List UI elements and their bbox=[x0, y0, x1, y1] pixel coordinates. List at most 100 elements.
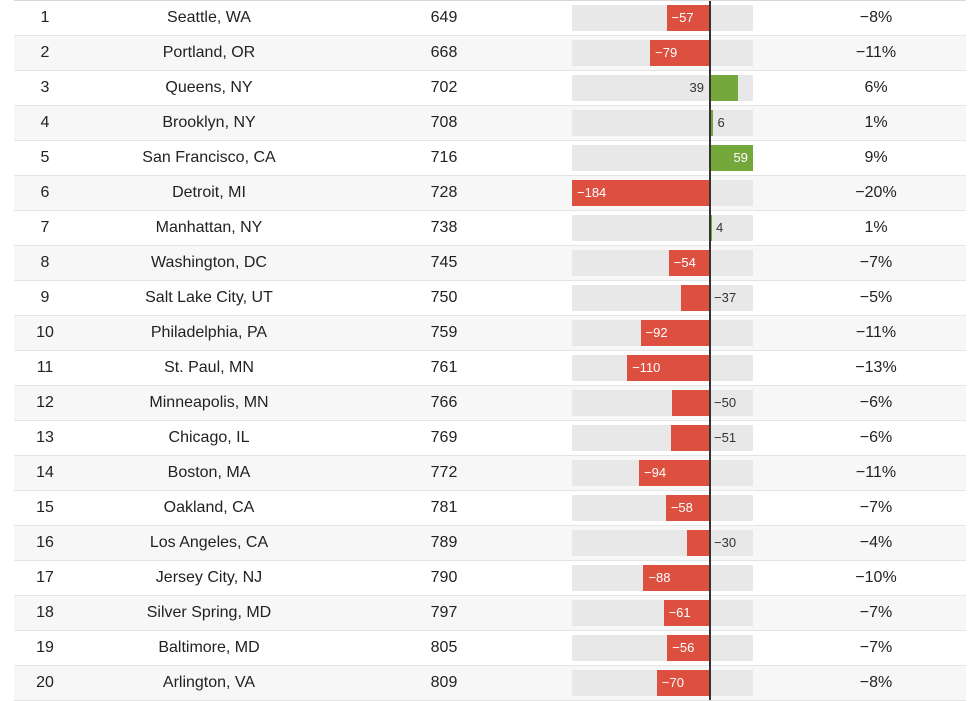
change-pct-cell: −20% bbox=[855, 184, 897, 201]
score-cell: 668 bbox=[430, 44, 458, 61]
bar-track bbox=[572, 5, 753, 31]
table-row: 15 Oakland, CA 781 −7% −58 bbox=[14, 491, 966, 526]
change-label: 39 bbox=[689, 80, 704, 95]
negative-change-bar bbox=[667, 635, 709, 661]
city-cell: Washington, DC bbox=[151, 254, 267, 271]
score-cell: 809 bbox=[430, 674, 458, 691]
rank-cell: 10 bbox=[36, 324, 54, 341]
bar-track bbox=[572, 600, 753, 626]
negative-change-bar bbox=[643, 565, 709, 591]
score-cell: 790 bbox=[430, 569, 458, 586]
table-row: 17 Jersey City, NJ 790 −10% −88 bbox=[14, 561, 966, 596]
rank-cell: 20 bbox=[36, 674, 54, 691]
negative-change-bar bbox=[650, 40, 709, 66]
bar-track bbox=[572, 425, 753, 451]
negative-change-bar bbox=[668, 250, 709, 276]
negative-change-bar bbox=[665, 495, 709, 521]
city-cell: Oakland, CA bbox=[163, 499, 255, 516]
rank-cell: 5 bbox=[40, 149, 50, 166]
city-cell: St. Paul, MN bbox=[164, 359, 254, 376]
city-cell: Salt Lake City, UT bbox=[145, 289, 273, 306]
change-pct-cell: 6% bbox=[864, 79, 888, 96]
city-cell: Queens, NY bbox=[165, 79, 253, 96]
ranking-table: 1 Seattle, WA 649 −8% −57 2 Portland, OR 668 −11… bbox=[14, 0, 966, 701]
negative-change-bar bbox=[640, 320, 709, 346]
score-cell: 769 bbox=[430, 429, 458, 446]
city-cell: Manhattan, NY bbox=[155, 219, 263, 236]
rank-cell: 8 bbox=[40, 254, 50, 271]
rank-cell: 2 bbox=[40, 44, 50, 61]
rank-cell: 15 bbox=[36, 499, 54, 516]
change-pct-cell: −7% bbox=[859, 499, 893, 516]
city-cell: San Francisco, CA bbox=[142, 149, 276, 166]
zero-line bbox=[709, 1, 711, 700]
city-cell: Boston, MA bbox=[167, 464, 251, 481]
rank-cell: 16 bbox=[36, 534, 54, 551]
positive-change-bar bbox=[709, 110, 714, 136]
table-row: 11 St. Paul, MN 761 −13% −110 bbox=[14, 351, 966, 386]
change-pct-cell: −8% bbox=[859, 9, 893, 26]
table-row: 8 Washington, DC 745 −7% −54 bbox=[14, 246, 966, 281]
rank-cell: 9 bbox=[40, 289, 50, 306]
table-row: 2 Portland, OR 668 −11% −79 bbox=[14, 36, 966, 71]
table-row: 19 Baltimore, MD 805 −7% −56 bbox=[14, 631, 966, 666]
change-label: −79 bbox=[655, 45, 678, 60]
score-cell: 759 bbox=[430, 324, 458, 341]
rank-cell: 14 bbox=[36, 464, 54, 481]
score-cell: 702 bbox=[430, 79, 458, 96]
change-pct-cell: 1% bbox=[864, 219, 888, 236]
rank-cell: 3 bbox=[40, 79, 50, 96]
city-cell: Baltimore, MD bbox=[158, 639, 260, 656]
score-cell: 738 bbox=[430, 219, 458, 236]
change-pct-cell: −4% bbox=[859, 534, 893, 551]
change-label: −51 bbox=[714, 430, 737, 445]
score-cell: 728 bbox=[430, 184, 458, 201]
bar-track bbox=[572, 390, 753, 416]
change-pct-cell: −6% bbox=[859, 394, 893, 411]
bar-track bbox=[572, 110, 753, 136]
change-label: −70 bbox=[661, 675, 684, 690]
table-row: 14 Boston, MA 772 −11% −94 bbox=[14, 456, 966, 491]
change-label: −110 bbox=[632, 360, 661, 375]
change-pct-cell: 9% bbox=[864, 149, 888, 166]
change-label: −88 bbox=[648, 570, 671, 585]
change-label: 59 bbox=[733, 150, 748, 165]
bar-track bbox=[572, 215, 753, 241]
table-row: 3 Queens, NY 702 6% 39 bbox=[14, 71, 966, 106]
city-cell: Portland, OR bbox=[162, 44, 256, 61]
score-cell: 766 bbox=[430, 394, 458, 411]
negative-change-bar bbox=[671, 390, 709, 416]
change-pct-cell: −11% bbox=[855, 44, 897, 61]
table-row: 20 Arlington, VA 809 −8% −70 bbox=[14, 666, 966, 701]
negative-change-bar bbox=[686, 530, 709, 556]
table-row: 10 Philadelphia, PA 759 −11% −92 bbox=[14, 316, 966, 351]
table-row: 18 Silver Spring, MD 797 −7% −61 bbox=[14, 596, 966, 631]
rank-cell: 6 bbox=[40, 184, 50, 201]
change-pct-cell: 1% bbox=[864, 114, 888, 131]
table-row: 9 Salt Lake City, UT 750 −5% −37 bbox=[14, 281, 966, 316]
city-cell: Jersey City, NJ bbox=[155, 569, 263, 586]
rank-cell: 12 bbox=[36, 394, 54, 411]
change-label: −94 bbox=[644, 465, 667, 480]
negative-change-bar bbox=[627, 355, 709, 381]
bar-track bbox=[572, 635, 753, 661]
change-label: −61 bbox=[668, 605, 691, 620]
city-cell: Arlington, VA bbox=[162, 674, 256, 691]
table-row: 1 Seattle, WA 649 −8% −57 bbox=[14, 1, 966, 36]
change-label: −50 bbox=[714, 395, 737, 410]
rank-cell: 4 bbox=[40, 114, 50, 131]
score-cell: 761 bbox=[430, 359, 458, 376]
negative-change-bar bbox=[666, 5, 709, 31]
change-pct-cell: −11% bbox=[855, 324, 897, 341]
rank-cell: 19 bbox=[36, 639, 54, 656]
score-cell: 789 bbox=[430, 534, 458, 551]
table-row: 5 San Francisco, CA 716 9% 59 bbox=[14, 141, 966, 176]
change-pct-cell: −13% bbox=[855, 359, 897, 376]
score-cell: 781 bbox=[430, 499, 458, 516]
city-cell: Minneapolis, MN bbox=[149, 394, 269, 411]
table-row: 12 Minneapolis, MN 766 −6% −50 bbox=[14, 386, 966, 421]
change-pct-cell: −7% bbox=[859, 604, 893, 621]
score-cell: 745 bbox=[430, 254, 458, 271]
positive-change-bar bbox=[709, 145, 753, 171]
negative-change-bar bbox=[639, 460, 709, 486]
